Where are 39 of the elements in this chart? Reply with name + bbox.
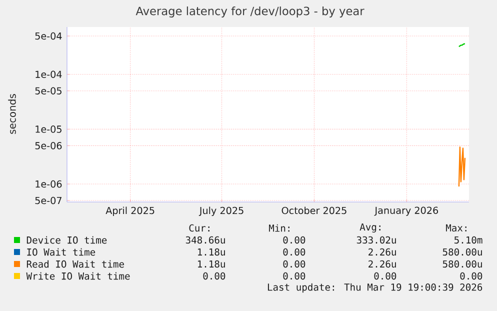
y-tick-label: 1e-05 xyxy=(36,126,62,133)
x-tick-label: April 2025 xyxy=(106,206,154,216)
y-tick-label: 5e-04 xyxy=(35,32,62,40)
legend-label: IO Wait time xyxy=(27,248,96,256)
text: 2.26u xyxy=(368,260,396,268)
text: 0.00 xyxy=(283,248,306,256)
x-tick-label: January 2026 xyxy=(374,206,438,216)
text: 1.18u xyxy=(198,260,225,268)
y-axis-title: seconds xyxy=(8,94,16,134)
legend-label: Device IO time xyxy=(26,236,107,244)
text: 2.26u xyxy=(368,248,396,256)
text: Max: xyxy=(446,224,466,232)
y-tick-label: 5e-06 xyxy=(35,142,62,150)
chart-title: Average latency for /dev/loop3 - by year xyxy=(136,6,364,18)
text: Avg: xyxy=(360,223,380,233)
text: 0.00 xyxy=(460,272,482,280)
text: 0.00 xyxy=(283,260,306,268)
x-tick-label: July 2025 xyxy=(198,206,244,216)
legend-label: Read IO Wait time xyxy=(26,260,124,268)
y-tick-label: 5e-05 xyxy=(35,87,62,94)
text: 348.66u xyxy=(186,236,225,244)
x-tick-label: October 2025 xyxy=(282,206,346,214)
text: 5.10m xyxy=(454,236,482,244)
legend-label: Write IO Wait time xyxy=(26,272,130,280)
text: Last update: Thu Mar 19 19:00:39 2026 xyxy=(268,283,482,293)
text: 0.00 xyxy=(374,272,396,280)
y-tick-label: 5e-07 xyxy=(35,196,62,204)
text: 0.00 xyxy=(283,236,306,244)
text: 580.00u xyxy=(442,248,482,256)
text: Cur: xyxy=(189,224,210,232)
text: 333.02u xyxy=(356,236,396,244)
text: 1.18u xyxy=(198,248,225,256)
text: 0.00 xyxy=(283,272,306,280)
line-series xyxy=(458,146,466,188)
y-tick-label: 1e-06 xyxy=(36,180,62,188)
text: 580.00u xyxy=(442,260,482,268)
text: 0.00 xyxy=(203,272,226,280)
text: Min: xyxy=(269,224,290,232)
y-tick-label: 1e-04 xyxy=(36,70,62,78)
